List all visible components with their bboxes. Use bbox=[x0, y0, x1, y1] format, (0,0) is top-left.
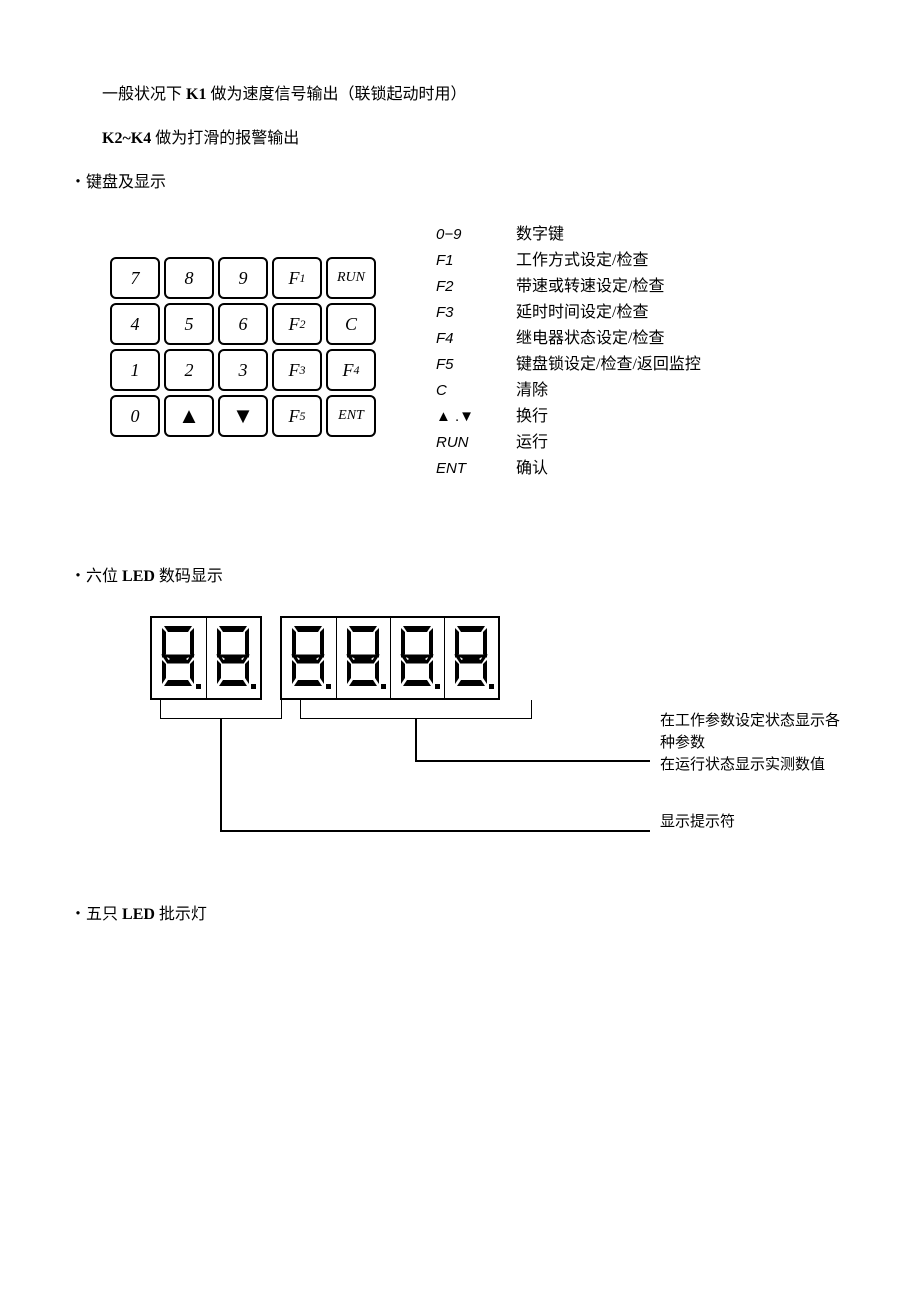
led-group-1 bbox=[150, 616, 262, 700]
led-digit bbox=[282, 618, 336, 698]
legend-desc: 延时时间设定/检查 bbox=[516, 300, 648, 326]
key-3: 3 bbox=[218, 349, 268, 391]
legend-desc: 确认 bbox=[516, 456, 548, 482]
section2-b: LED bbox=[122, 568, 155, 585]
legend-key: ENT bbox=[436, 456, 516, 482]
key-c: C bbox=[326, 303, 376, 345]
line-to-callout2-h bbox=[220, 830, 650, 832]
legend-key: ▲ .▼ bbox=[436, 404, 516, 430]
key-f4: F4 bbox=[326, 349, 376, 391]
key-1: 1 bbox=[110, 349, 160, 391]
led-section: 在工作参数设定状态显示各种参数 在运行状态显示实测数值 显示提示符 bbox=[130, 616, 850, 860]
legend-key: 0−9 bbox=[436, 222, 516, 248]
led-digit bbox=[336, 618, 390, 698]
keypad-grid: 789F1RUN 456F2C 123F3F4 0▲▼F5ENT bbox=[110, 257, 376, 437]
callout1-line2: 在运行状态显示实测数值 bbox=[660, 754, 850, 776]
legend-key: F3 bbox=[436, 300, 516, 326]
callout-1: 在工作参数设定状态显示各种参数 在运行状态显示实测数值 bbox=[660, 710, 850, 776]
key-ent: ENT bbox=[326, 395, 376, 437]
legend-row: RUN运行 bbox=[436, 430, 701, 456]
line-to-callout1-v bbox=[415, 718, 417, 760]
legend-row: 0−9数字键 bbox=[436, 222, 701, 248]
section2-c: 数码显示 bbox=[155, 568, 223, 585]
text-1a: 一般状况下 bbox=[102, 86, 186, 103]
section3-c: 批示灯 bbox=[155, 906, 207, 923]
keypad-legend: 0−9数字键F1工作方式设定/检查F2带速或转速设定/检查F3延时时间设定/检查… bbox=[436, 222, 701, 482]
bracket-left bbox=[160, 700, 282, 719]
legend-desc: 清除 bbox=[516, 378, 548, 404]
legend-key: F4 bbox=[436, 326, 516, 352]
legend-row: F2带速或转速设定/检查 bbox=[436, 274, 701, 300]
legend-key: RUN bbox=[436, 430, 516, 456]
section3-b: LED bbox=[122, 906, 155, 923]
key-6: 6 bbox=[218, 303, 268, 345]
legend-key: C bbox=[436, 378, 516, 404]
intro-line-1: 一般状况下 K1 做为速度信号输出（联锁起动时用） bbox=[70, 80, 850, 104]
key-f2: F2 bbox=[272, 303, 322, 345]
led-digit bbox=[152, 618, 206, 698]
legend-row: F4继电器状态设定/检查 bbox=[436, 326, 701, 352]
callout1-line1: 在工作参数设定状态显示各种参数 bbox=[660, 710, 850, 754]
legend-desc: 换行 bbox=[516, 404, 548, 430]
key-5: 5 bbox=[164, 303, 214, 345]
text-2a: K2~K4 bbox=[102, 130, 151, 147]
key-f3: F3 bbox=[272, 349, 322, 391]
key-7: 7 bbox=[110, 257, 160, 299]
led-digit bbox=[390, 618, 444, 698]
key-4: 4 bbox=[110, 303, 160, 345]
legend-desc: 工作方式设定/检查 bbox=[516, 248, 648, 274]
legend-desc: 运行 bbox=[516, 430, 548, 456]
legend-key: F1 bbox=[436, 248, 516, 274]
legend-desc: 键盘锁设定/检查/返回监控 bbox=[516, 352, 701, 378]
key-run: RUN bbox=[326, 257, 376, 299]
legend-row: ▲ .▼换行 bbox=[436, 404, 701, 430]
legend-desc: 数字键 bbox=[516, 222, 564, 248]
section3-a: ・五只 bbox=[70, 906, 122, 923]
line-to-callout2-v bbox=[220, 718, 222, 830]
text-2b: 做为打滑的报警输出 bbox=[151, 130, 299, 147]
legend-key: F2 bbox=[436, 274, 516, 300]
section-keypad-title: ・键盘及显示 bbox=[70, 168, 850, 192]
led-group-2 bbox=[280, 616, 500, 700]
text-1c: 做为速度信号输出（联锁起动时用） bbox=[206, 86, 466, 103]
section2-a: ・六位 bbox=[70, 568, 122, 585]
led-digit bbox=[206, 618, 260, 698]
key-f5: F5 bbox=[272, 395, 322, 437]
key-▼: ▼ bbox=[218, 395, 268, 437]
bracket-right bbox=[300, 700, 532, 719]
legend-desc: 带速或转速设定/检查 bbox=[516, 274, 664, 300]
key-f1: F1 bbox=[272, 257, 322, 299]
key-0: 0 bbox=[110, 395, 160, 437]
section-indicator-title: ・五只 LED 批示灯 bbox=[70, 900, 850, 924]
legend-key: F5 bbox=[436, 352, 516, 378]
key-8: 8 bbox=[164, 257, 214, 299]
legend-row: F3延时时间设定/检查 bbox=[436, 300, 701, 326]
keypad-section: 789F1RUN456F2C123F3F40▲▼F5ENT 0−9数字键F1工作… bbox=[110, 222, 850, 482]
legend-row: F5键盘锁设定/检查/返回监控 bbox=[436, 352, 701, 378]
key-9: 9 bbox=[218, 257, 268, 299]
line-to-callout1-h bbox=[415, 760, 650, 762]
legend-desc: 继电器状态设定/检查 bbox=[516, 326, 664, 352]
led-annotations: 在工作参数设定状态显示各种参数 在运行状态显示实测数值 显示提示符 bbox=[210, 700, 850, 860]
led-row bbox=[150, 616, 850, 700]
legend-row: ENT确认 bbox=[436, 456, 701, 482]
legend-row: C清除 bbox=[436, 378, 701, 404]
callout-2: 显示提示符 bbox=[660, 810, 735, 831]
section-led-title: ・六位 LED 数码显示 bbox=[70, 562, 850, 586]
legend-row: F1工作方式设定/检查 bbox=[436, 248, 701, 274]
intro-line-2: K2~K4 做为打滑的报警输出 bbox=[70, 124, 850, 148]
led-digit bbox=[444, 618, 498, 698]
text-1b: K1 bbox=[186, 86, 206, 103]
section1-text: ・键盘及显示 bbox=[70, 174, 166, 191]
key-▲: ▲ bbox=[164, 395, 214, 437]
key-2: 2 bbox=[164, 349, 214, 391]
